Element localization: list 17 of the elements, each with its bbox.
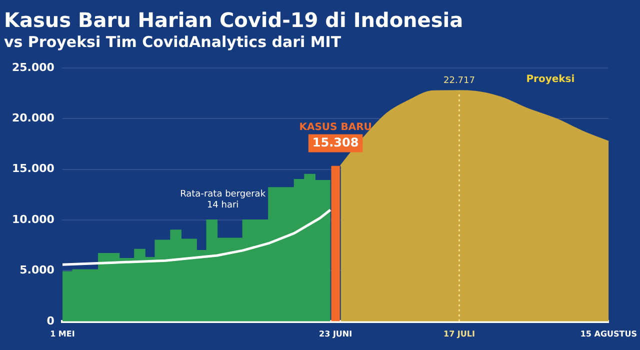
y-tick-label: 15.000 bbox=[12, 162, 55, 176]
y-tick-label: 5.000 bbox=[20, 264, 55, 277]
x-tick-label: 23 JUNI bbox=[319, 329, 352, 338]
chart-subtitle: vs Proyeksi Tim CovidAnalytics dari MIT bbox=[4, 32, 342, 51]
data-label: 22.717 bbox=[443, 76, 475, 86]
chart-title: Kasus Baru Harian Covid-19 di Indonesia bbox=[4, 8, 464, 32]
text: Proyeksi bbox=[526, 74, 575, 86]
y-tick-label: 25.000 bbox=[12, 60, 55, 74]
y-tick-label: 0 bbox=[46, 314, 55, 328]
text: Rata-rata bergerak 14 hari bbox=[180, 189, 266, 210]
y-tick-label: 10.000 bbox=[12, 212, 55, 226]
x-tick-label: 17 JULI bbox=[444, 329, 475, 338]
data-label: 15.308 bbox=[312, 135, 359, 150]
text: KASUS BARU bbox=[299, 122, 372, 133]
x-tick-label: 1 MEI bbox=[50, 329, 75, 338]
x-tick-label: 15 AGUSTUS bbox=[580, 329, 638, 338]
y-tick-label: 20.000 bbox=[12, 112, 55, 125]
